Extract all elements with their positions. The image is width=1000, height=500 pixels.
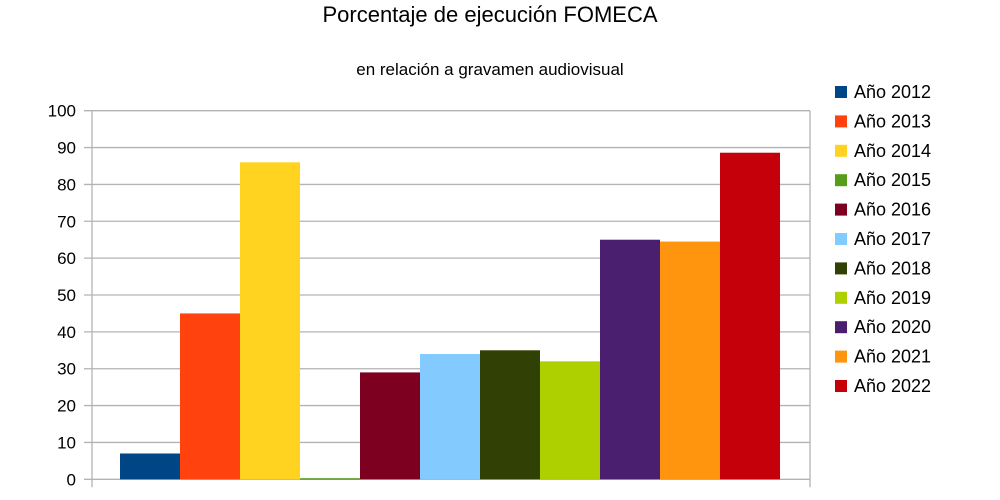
legend-swatch bbox=[835, 291, 847, 304]
legend-label: Año 2019 bbox=[854, 288, 931, 308]
bar-año-2013 bbox=[180, 313, 240, 480]
y-tick-label: 60 bbox=[57, 249, 76, 268]
y-tick-label: 30 bbox=[57, 360, 76, 379]
bar-año-2012 bbox=[120, 453, 180, 480]
legend-label: Año 2017 bbox=[854, 229, 931, 249]
legend-label: Año 2015 bbox=[854, 170, 931, 190]
chart-title: Porcentaje de ejecución FOMECA bbox=[322, 2, 658, 27]
legend-label: Año 2020 bbox=[854, 317, 931, 337]
y-tick-label: 70 bbox=[57, 212, 76, 231]
legend-label: Año 2022 bbox=[854, 376, 931, 396]
legend-swatch bbox=[835, 115, 847, 128]
y-tick-label: 90 bbox=[57, 139, 76, 158]
legend-swatch bbox=[835, 203, 847, 216]
legend-swatch bbox=[835, 86, 847, 98]
bar-año-2014 bbox=[240, 162, 300, 480]
legend-swatch bbox=[835, 380, 847, 392]
legend-label: Año 2018 bbox=[854, 258, 931, 278]
bar-año-2017 bbox=[420, 353, 480, 480]
y-tick-label: 10 bbox=[57, 433, 76, 452]
bar-año-2020 bbox=[600, 239, 660, 480]
legend-swatch bbox=[835, 350, 847, 363]
legend-label: Año 2016 bbox=[854, 200, 931, 220]
y-tick-label: 50 bbox=[57, 286, 76, 305]
bar-año-2015 bbox=[300, 478, 360, 480]
legend-swatch bbox=[835, 321, 847, 334]
y-tick-label: 80 bbox=[57, 175, 76, 194]
legend-label: Año 2014 bbox=[854, 141, 931, 161]
bar-año-2021 bbox=[660, 241, 720, 480]
legend-label: Año 2013 bbox=[854, 111, 931, 131]
legend-swatch bbox=[835, 174, 847, 187]
bar-año-2022 bbox=[720, 152, 780, 480]
legend-label: Año 2012 bbox=[854, 82, 931, 102]
bar-año-2019 bbox=[540, 361, 600, 480]
chart-subtitle: en relación a gravamen audiovisual bbox=[356, 60, 624, 79]
legend-swatch bbox=[835, 144, 847, 157]
bar-año-2016 bbox=[360, 372, 420, 480]
y-tick-label: 100 bbox=[48, 102, 76, 121]
y-tick-label: 40 bbox=[57, 323, 76, 342]
legend-swatch bbox=[835, 233, 847, 245]
legend-swatch bbox=[835, 262, 847, 275]
legend-label: Año 2021 bbox=[854, 347, 931, 367]
y-tick-label: 20 bbox=[57, 397, 76, 416]
bar-año-2018 bbox=[480, 350, 540, 480]
y-tick-label: 0 bbox=[67, 470, 76, 489]
